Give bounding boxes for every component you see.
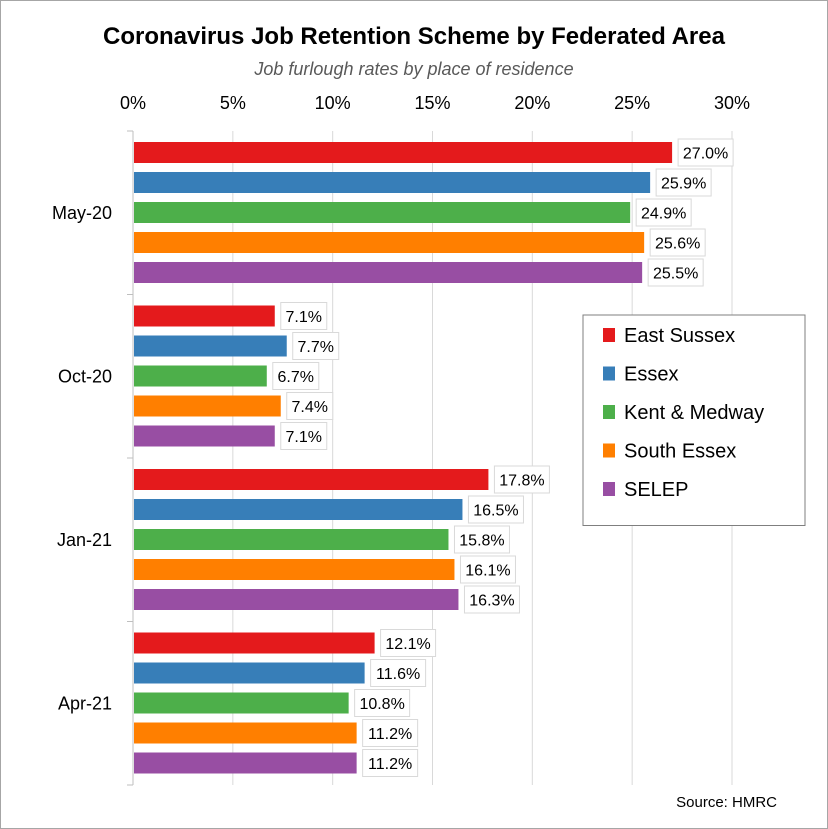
data-label-box (362, 749, 419, 777)
data-label: 25.6% (655, 236, 700, 253)
data-label: 24.9% (641, 206, 686, 223)
data-label: 7.1% (286, 309, 322, 326)
data-label-box (370, 659, 427, 687)
data-label: 11.6% (376, 666, 420, 683)
bar (134, 559, 455, 580)
legend-label: East Sussex (624, 325, 735, 347)
data-label: 6.7% (278, 369, 314, 386)
data-label-box (649, 228, 706, 257)
category-label: Oct-20 (58, 366, 112, 386)
data-label-box (677, 138, 734, 167)
legend-swatch (603, 405, 615, 419)
chart-subtitle: Job furlough rates by place of residence (253, 59, 573, 79)
data-label-box (286, 392, 334, 420)
data-label-box (292, 332, 340, 360)
chart-title: Coronavirus Job Retention Scheme by Fede… (103, 23, 726, 50)
data-label-box (280, 302, 328, 330)
bar (134, 395, 281, 417)
data-label: 15.8% (459, 533, 504, 550)
data-label: 11.2% (368, 726, 412, 743)
legend-box (582, 314, 806, 526)
data-labels: 27.0% 25.9% 24.9% 25.6% 25.5% 7.1% 7.7% 6.7% 7.4… (272, 138, 734, 777)
data-label: 17.8% (499, 473, 544, 490)
data-label: 7.4% (292, 399, 328, 416)
source-note: Source: HMRC (676, 794, 777, 811)
bar (134, 589, 459, 610)
bar (134, 232, 645, 253)
axes: 0% 5% 10% 15% 20% 25% 30% May-20 Oct-20 Jan-21 Apr… (52, 93, 750, 786)
data-label-box (272, 362, 320, 390)
data-label-box (493, 465, 550, 494)
legend-swatch (603, 328, 615, 342)
legend-swatch (603, 443, 615, 458)
x-tick-label: 10% (315, 93, 351, 113)
data-label-box (647, 258, 704, 287)
x-tick-label: 20% (514, 93, 550, 113)
data-label: 11.2% (368, 756, 412, 773)
bars (134, 142, 673, 774)
data-label-box (354, 689, 411, 717)
legend-swatch (603, 366, 615, 381)
bar (134, 202, 631, 223)
data-label-box (655, 168, 712, 197)
bar (134, 632, 375, 654)
bar (134, 335, 287, 357)
legend-label: Kent & Medway (624, 402, 764, 424)
bar (134, 172, 651, 193)
bar (134, 662, 365, 684)
bar (134, 692, 349, 714)
bar (134, 262, 643, 283)
legend-label: South Essex (624, 441, 736, 463)
data-label: 27.0% (683, 146, 728, 163)
legend-label: SELEP (624, 479, 688, 501)
data-label-box (453, 525, 510, 554)
bar (134, 752, 357, 774)
data-label: 10.8% (359, 696, 404, 713)
bar (134, 529, 449, 550)
x-tick-label: 15% (414, 93, 450, 113)
bar (134, 425, 275, 447)
data-label: 25.5% (653, 266, 698, 283)
legend-label: Essex (624, 364, 678, 386)
x-tick-label: 30% (714, 93, 750, 113)
category-label: May-20 (52, 203, 112, 223)
data-label: 16.3% (469, 593, 514, 610)
data-label: 7.1% (286, 429, 322, 446)
bar (134, 469, 489, 490)
data-label: 25.9% (661, 176, 706, 193)
data-label: 7.7% (298, 339, 334, 356)
data-label-box (362, 719, 419, 747)
data-label-box (467, 495, 524, 524)
legend-swatch (603, 482, 615, 496)
category-label: Jan-21 (57, 530, 112, 550)
data-label-box (380, 629, 437, 657)
category-label: Apr-21 (58, 693, 112, 713)
data-label-box (463, 585, 520, 614)
data-label: 16.5% (473, 503, 518, 520)
data-label: 12.1% (385, 636, 430, 653)
x-tick-label: 25% (614, 93, 650, 113)
data-label-box (635, 198, 692, 227)
bar (134, 365, 267, 387)
legend: East Sussex Essex Kent & Medway South Essex… (582, 314, 806, 526)
bar (134, 142, 673, 163)
bar (134, 722, 357, 744)
data-label: 16.1% (465, 563, 510, 580)
x-tick-label: 5% (220, 93, 246, 113)
data-label-box (459, 555, 516, 584)
bar (134, 499, 463, 520)
bar (134, 305, 275, 327)
data-label-box (280, 422, 328, 450)
x-tick-label: 0% (120, 93, 146, 113)
